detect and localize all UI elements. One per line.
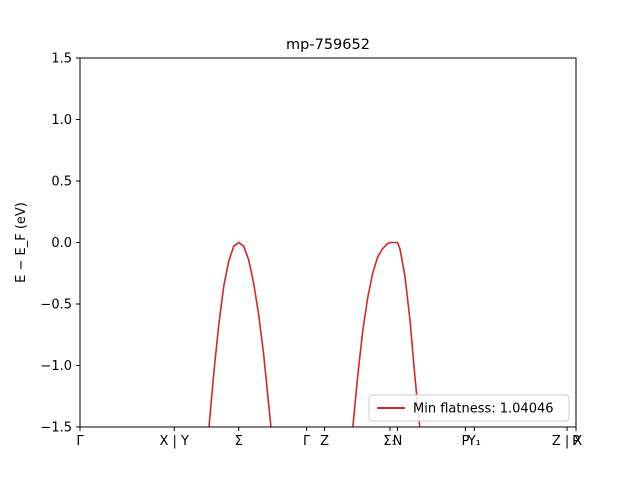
y-axis-label: E − E_F (eV) [14,202,29,283]
x-tick-label: X | Y [159,434,189,449]
x-tick-label: Y₁ [467,434,481,449]
x-tick-label: Γ [76,434,84,449]
x-tick-label: N [393,434,403,449]
y-tick-label: 0.5 [51,175,72,190]
y-axis: 1.5 1.0 0.5 0.0 −0.5 −1.0 −1.5 [40,52,80,436]
x-tick-label: Z [320,434,329,449]
y-tick-label: 1.0 [51,113,72,128]
y-tick-label: −0.5 [40,298,72,313]
x-tick-label: Σ [235,434,243,449]
y-tick-label: −1.0 [40,359,72,374]
band-line [208,241,272,428]
y-tick-label: 1.5 [51,52,72,67]
plot-area [208,241,421,428]
y-tick-label: −1.5 [40,421,72,436]
x-tick-label: Z | X [552,434,583,449]
band-line [352,241,421,428]
x-tick-label: P [461,434,469,449]
x-tick-label: P [572,434,580,449]
x-tick-label: Σ₁ [383,434,396,449]
x-tick-label: Γ [303,434,311,449]
legend-box [368,394,570,422]
legend: Min flatness: 1.04046 [368,394,570,422]
legend-label: Min flatness: 1.04046 [413,402,554,417]
y-tick-label: 0.0 [51,236,72,251]
chart-title: mp-759652 [286,37,370,53]
